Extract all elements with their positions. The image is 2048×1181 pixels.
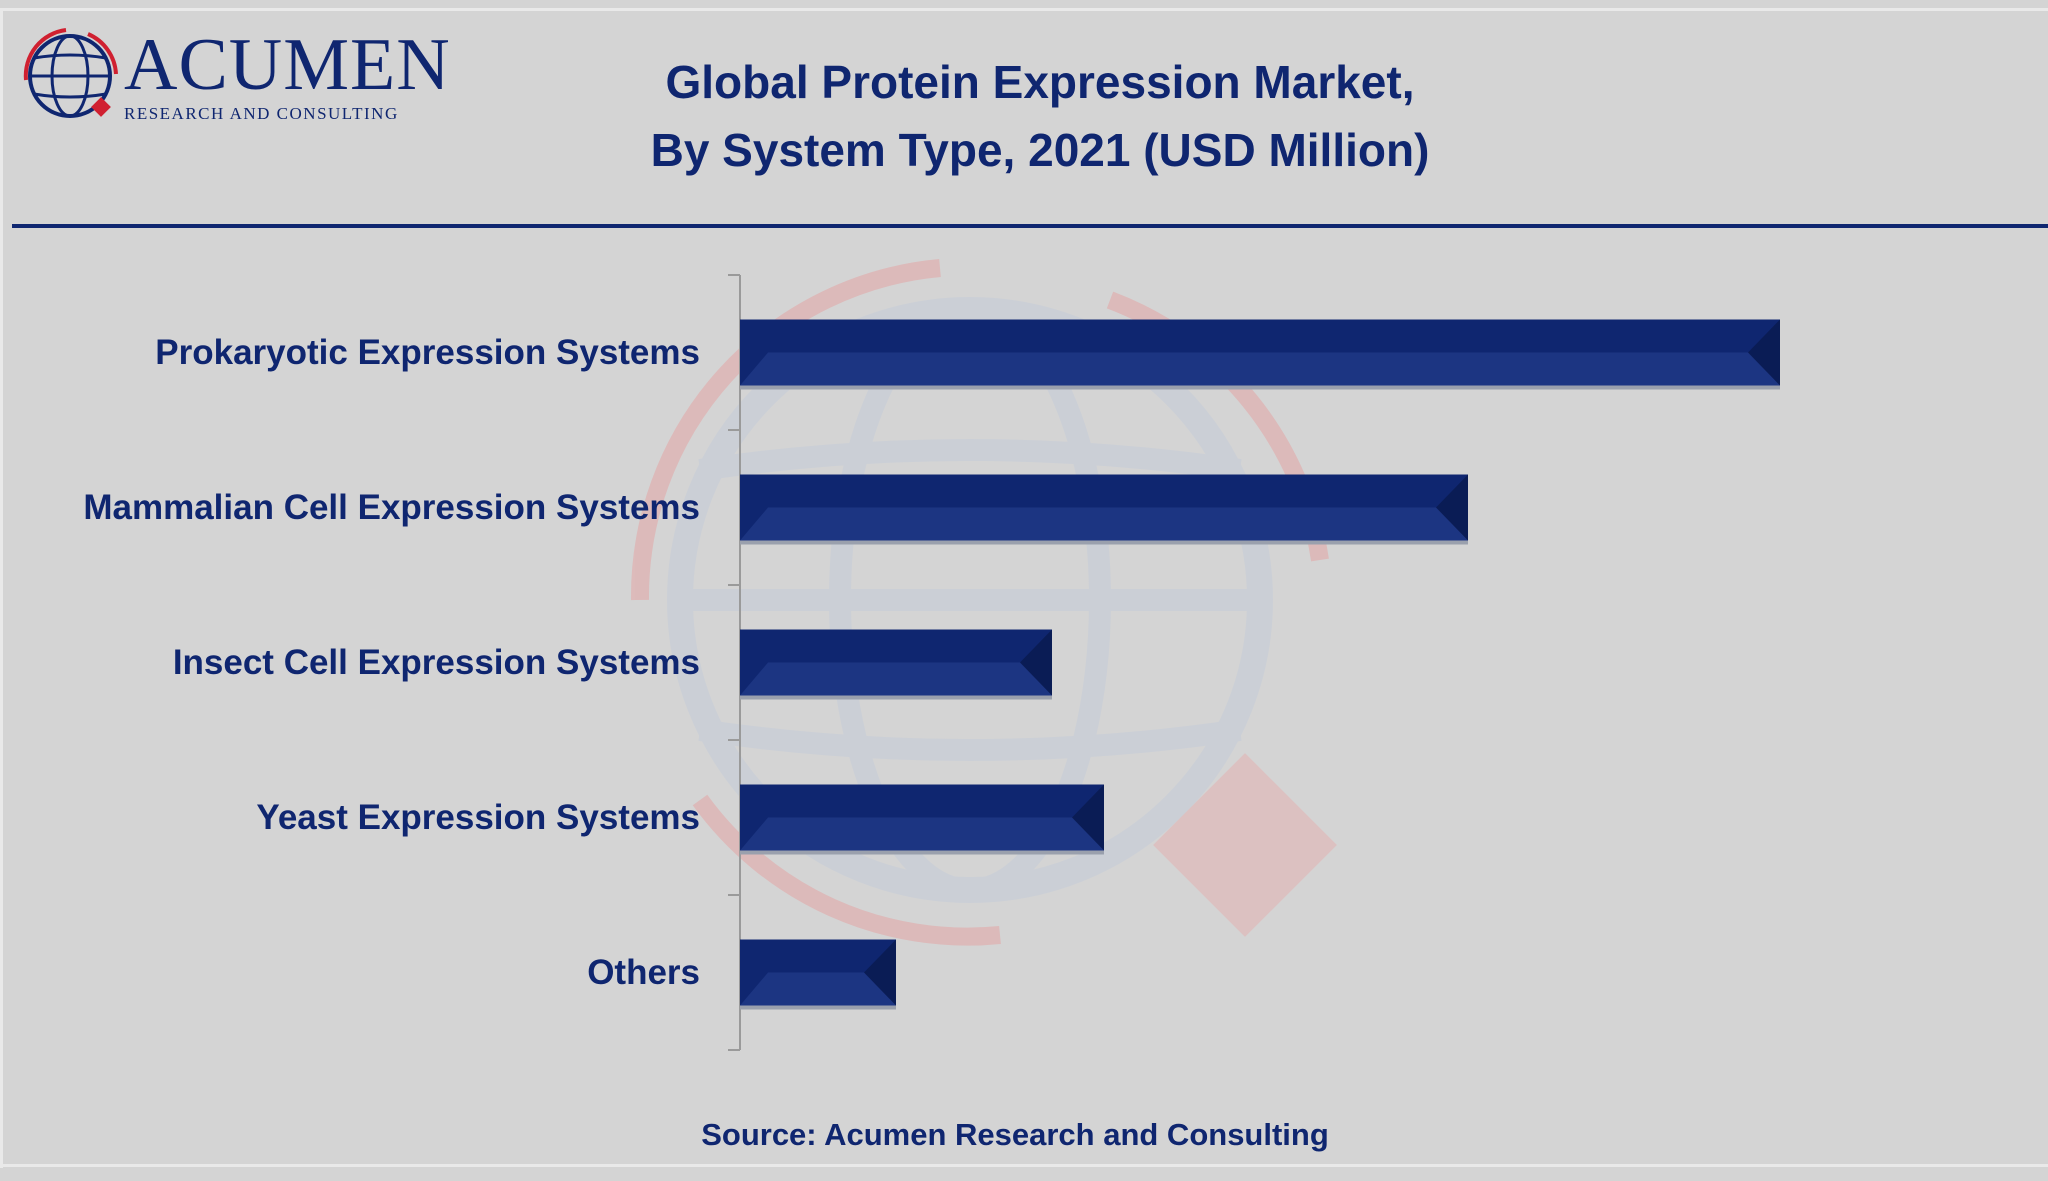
bar-end-cap [1020, 629, 1052, 696]
frame-bottom-border [0, 1164, 2048, 1167]
bar-shadow [740, 1005, 896, 1010]
bar-shadow [740, 540, 1468, 545]
bar-end-cap [864, 939, 896, 1006]
bar-end-cap [1072, 784, 1104, 851]
bar-end-cap [1748, 319, 1780, 386]
bar-bevel [740, 972, 896, 1006]
frame-left-border [0, 8, 3, 1168]
bar [740, 319, 1780, 390]
bar-bevel [740, 507, 1468, 541]
frame-top-border [0, 8, 2048, 11]
acumen-globe-icon [23, 28, 118, 118]
bar [740, 629, 1052, 700]
bars [740, 319, 1780, 1010]
logo-subtitle: RESEARCH AND CONSULTING [124, 104, 399, 123]
category-label: Others [587, 952, 700, 992]
category-label: Prokaryotic Expression Systems [155, 332, 700, 372]
bar-bevel [740, 817, 1104, 851]
source-note: Source: Acumen Research and Consulting [701, 1117, 1329, 1152]
bar-shadow [740, 385, 1780, 390]
bar-shadow [740, 695, 1052, 700]
watermark-globe-icon [630, 259, 1337, 946]
chart-title-line1: Global Protein Expression Market, [665, 56, 1415, 108]
bar [740, 939, 896, 1010]
bar [740, 784, 1104, 855]
chart-title: Global Protein Expression Market, By Sys… [540, 48, 1540, 184]
bar-bevel [740, 662, 1052, 696]
title-divider [12, 224, 2048, 228]
bar [740, 474, 1468, 545]
logo-wordmark: ACUMEN [124, 24, 451, 106]
bar-bevel [740, 352, 1780, 386]
category-label: Insect Cell Expression Systems [172, 642, 700, 682]
category-label: Yeast Expression Systems [256, 797, 700, 837]
y-axis [728, 274, 741, 1051]
chart-title-line2: By System Type, 2021 (USD Million) [650, 124, 1430, 176]
acumen-logo: ACUMEN RESEARCH AND CONSULTING [24, 28, 450, 128]
bar-end-cap [1436, 474, 1468, 541]
bar-shadow [740, 850, 1104, 855]
category-label: Mammalian Cell Expression Systems [83, 487, 700, 527]
